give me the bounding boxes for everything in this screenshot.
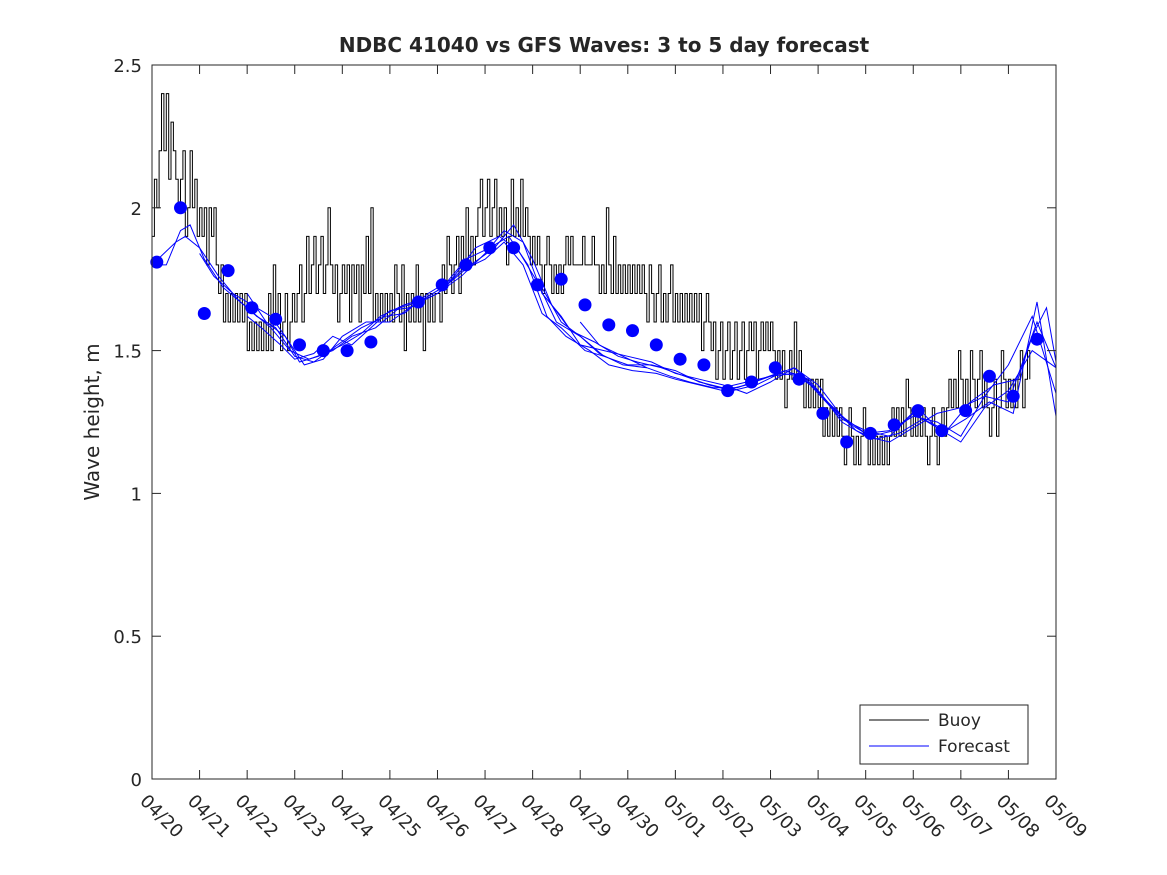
forecast-marker-3 (197, 307, 211, 320)
y-tick-label-0: 0 (131, 770, 142, 791)
forecast-marker-16 (530, 278, 544, 292)
forecast-marker-29 (840, 435, 854, 449)
forecast-line-7 (579, 321, 648, 369)
forecast-marker-26 (768, 361, 782, 375)
forecast-marker-22 (673, 352, 687, 366)
forecast-marker-5 (245, 301, 259, 315)
forecast-marker-28 (816, 406, 830, 420)
forecast-marker-7 (293, 338, 306, 352)
y-axis-label: Wave height, m (80, 343, 104, 500)
forecast-marker-30 (863, 426, 877, 440)
forecast-marker-24 (721, 384, 735, 398)
forecast-marker-33 (935, 424, 949, 438)
forecast-marker-14 (483, 241, 497, 255)
forecast-marker-23 (697, 358, 711, 372)
plot-area (152, 65, 1056, 779)
forecast-marker-37 (1030, 332, 1044, 346)
forecast-marker-32 (911, 404, 925, 418)
forecast-marker-4 (221, 264, 235, 278)
forecast-marker-34 (959, 404, 973, 418)
forecast-marker-21 (649, 338, 663, 352)
forecast-marker-36 (1006, 389, 1020, 403)
forecast-series (151, 224, 1057, 443)
forecast-marker-2 (174, 201, 187, 215)
y-tick-label-1: 0.5 (113, 627, 142, 648)
forecast-marker-9 (340, 344, 354, 358)
legend-forecast-label: Forecast (938, 737, 1010, 757)
y-tick-label-3: 1.5 (113, 342, 142, 363)
forecast-markers (150, 201, 1044, 449)
forecast-marker-18 (578, 298, 592, 312)
forecast-marker-6 (269, 312, 283, 326)
plot-frame (151, 64, 1057, 780)
forecast-marker-10 (364, 335, 378, 349)
forecast-marker-15 (507, 241, 521, 255)
y-tick-label-5: 2.5 (113, 56, 142, 77)
forecast-line-6 (541, 287, 605, 357)
y-axis: 0 0.5 1 1.5 2 2.5 (113, 56, 1056, 791)
y-tick-label-2: 1 (131, 484, 142, 505)
y-tick-label-4: 2 (131, 199, 142, 220)
forecast-marker-35 (982, 369, 996, 383)
forecast-marker-12 (435, 278, 449, 292)
legend: Buoy Forecast (859, 704, 1029, 765)
forecast-marker-17 (554, 272, 568, 286)
forecast-marker-11 (411, 295, 425, 309)
legend-box (859, 704, 1029, 765)
legend-buoy-label: Buoy (938, 711, 981, 731)
forecast-line-1 (152, 224, 1057, 443)
forecast-marker-19 (602, 318, 616, 332)
forecast-marker-13 (459, 258, 473, 272)
forecast-marker-20 (626, 324, 639, 338)
forecast-line-5 (246, 241, 1057, 443)
forecast-marker-27 (792, 372, 806, 386)
forecast-marker-8 (316, 344, 330, 358)
forecast-marker-25 (745, 375, 758, 389)
chart-title: NDBC 41040 vs GFS Waves: 3 to 5 day fore… (339, 33, 870, 57)
forecast-marker-31 (887, 418, 901, 432)
forecast-marker-1 (150, 255, 164, 269)
